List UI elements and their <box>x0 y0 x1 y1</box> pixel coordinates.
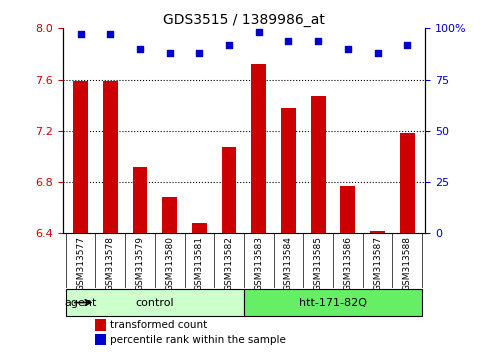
Point <box>225 42 233 47</box>
Point <box>284 38 292 44</box>
Point <box>196 50 203 56</box>
Text: GSM313583: GSM313583 <box>254 236 263 291</box>
Text: GSM313587: GSM313587 <box>373 236 382 291</box>
Bar <box>370 230 385 233</box>
Bar <box>400 133 414 233</box>
Text: GSM313579: GSM313579 <box>136 236 144 291</box>
Point <box>344 46 352 52</box>
Text: htt-171-82Q: htt-171-82Q <box>299 298 367 308</box>
Point <box>403 42 411 47</box>
Point <box>106 32 114 37</box>
Bar <box>96 334 105 346</box>
Bar <box>244 289 422 316</box>
Text: transformed count: transformed count <box>110 320 207 330</box>
Bar <box>132 167 147 233</box>
Text: agent: agent <box>65 298 97 308</box>
Bar <box>96 319 105 331</box>
Bar <box>66 289 244 316</box>
Bar <box>311 96 326 233</box>
Text: GSM313585: GSM313585 <box>313 236 323 291</box>
Bar <box>222 147 237 233</box>
Bar <box>73 81 88 233</box>
Text: GSM313580: GSM313580 <box>165 236 174 291</box>
Bar <box>103 81 118 233</box>
Text: GSM313582: GSM313582 <box>225 236 234 291</box>
Point <box>77 32 85 37</box>
Bar <box>192 223 207 233</box>
Point <box>374 50 382 56</box>
Point <box>255 30 263 35</box>
Text: GSM313588: GSM313588 <box>403 236 412 291</box>
Text: GSM313584: GSM313584 <box>284 236 293 291</box>
Text: GSM313581: GSM313581 <box>195 236 204 291</box>
Point <box>166 50 173 56</box>
Text: control: control <box>136 298 174 308</box>
Bar <box>251 64 266 233</box>
Bar <box>162 197 177 233</box>
Bar <box>341 186 355 233</box>
Text: GSM313586: GSM313586 <box>343 236 352 291</box>
Title: GDS3515 / 1389986_at: GDS3515 / 1389986_at <box>163 13 325 27</box>
Text: percentile rank within the sample: percentile rank within the sample <box>110 335 286 345</box>
Point <box>314 38 322 44</box>
Bar <box>281 108 296 233</box>
Text: GSM313578: GSM313578 <box>106 236 115 291</box>
Text: GSM313577: GSM313577 <box>76 236 85 291</box>
Point <box>136 46 144 52</box>
